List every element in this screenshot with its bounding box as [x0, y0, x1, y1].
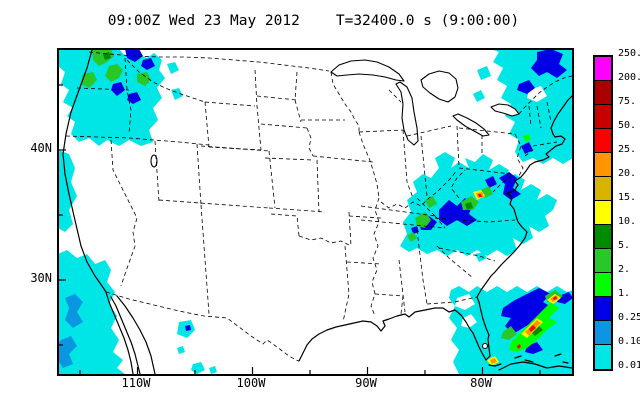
colorbar-label: 250. [618, 48, 640, 59]
colorbar-label: 5. [618, 240, 631, 251]
colorbar-cell [595, 225, 611, 249]
colorbar-label: 15. [618, 192, 637, 203]
bahamas-islands [514, 353, 569, 364]
coastlines [62, 50, 572, 374]
international-borders [88, 51, 572, 362]
colorbar-cell [595, 345, 611, 369]
colorbar-cell [595, 153, 611, 177]
colorbar-label: 10. [618, 216, 637, 227]
state-borders [65, 57, 558, 323]
precip-region-appalachians [400, 152, 557, 262]
colorbar-label: 75. [618, 96, 637, 107]
axis-ticks [59, 84, 541, 374]
colorbar-cell [595, 177, 611, 201]
precip-region-northeast [473, 50, 572, 164]
lon-label-80w: 80W [470, 376, 492, 390]
colorbar-label: 20. [618, 168, 637, 179]
mexico-border [105, 291, 300, 362]
map-frame [57, 48, 574, 376]
colorbar-label: 0.10 [618, 336, 640, 347]
colorbar-label: 2. [618, 264, 631, 275]
lat-label-30n: 30N [30, 271, 52, 285]
colorbar-cell [595, 321, 611, 345]
colorbar-cell [595, 105, 611, 129]
colorbar-cell [595, 273, 611, 297]
great-lakes [150, 59, 520, 350]
colorbar-cell [595, 201, 611, 225]
colorbar-cell [595, 297, 611, 321]
precip-region-florida-bahamas [449, 286, 572, 374]
precipitation-colorbar [593, 55, 613, 371]
cuba-coast [498, 361, 572, 371]
plot-title: 09:00Z Wed 23 May 2012 T=32400.0 s (9:00… [57, 13, 570, 29]
colorbar-label: 200. [618, 72, 640, 83]
lon-label-110w: 110W [121, 376, 151, 390]
us-precipitation-map [59, 50, 572, 374]
colorbar-cell [595, 249, 611, 273]
colorbar-label: 1. [618, 288, 631, 299]
lon-label-100w: 100W [236, 376, 266, 390]
great-salt-lake [150, 154, 158, 168]
canada-border-west [88, 51, 330, 72]
forecast-time-label: T=32400.0 s (9:00:00) [335, 13, 520, 29]
colorbar-cell [595, 81, 611, 105]
colorbar-label: 25. [618, 144, 637, 155]
lon-label-90w: 90W [355, 376, 377, 390]
valid-time-label: 09:00Z Wed 23 May 2012 [107, 13, 300, 29]
lake-okeechobee [481, 342, 489, 350]
colorbar-cell [595, 129, 611, 153]
canada-border-east [518, 75, 572, 115]
colorbar-label: 0.01 [618, 360, 640, 371]
colorbar-label: 0.25 [618, 312, 640, 323]
colorbar-cell [595, 57, 611, 81]
precip-region-socal-offshore [59, 250, 217, 374]
colorbar-label: 50. [618, 120, 637, 131]
florida-keys [488, 363, 502, 367]
lat-label-40n: 40N [30, 141, 52, 155]
